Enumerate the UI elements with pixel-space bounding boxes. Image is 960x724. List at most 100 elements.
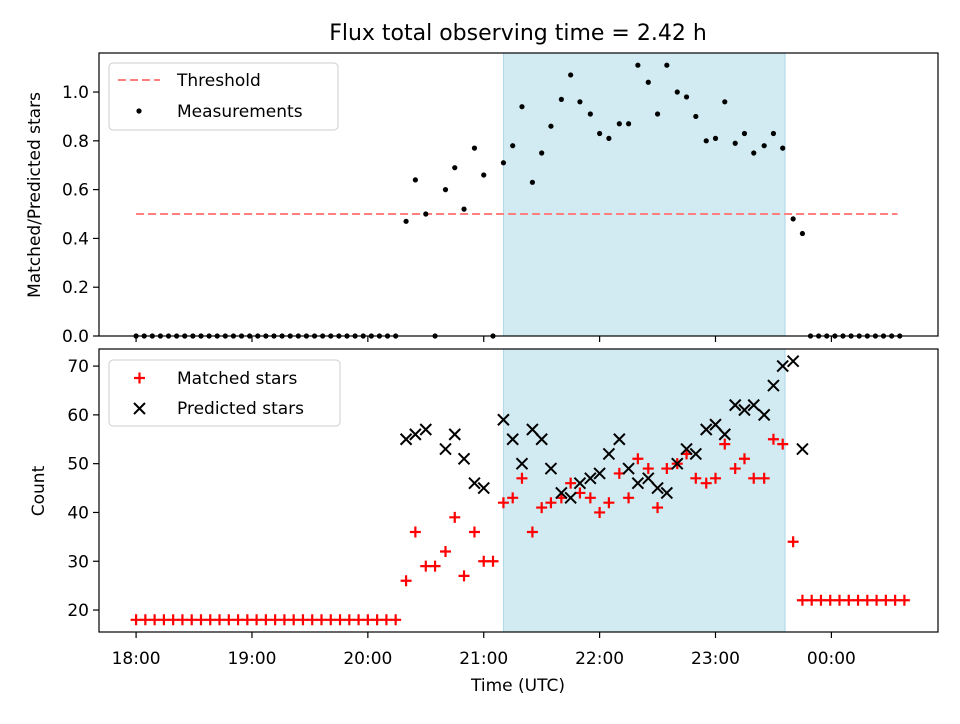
predicted-star-point bbox=[555, 486, 568, 500]
predicted-star-point bbox=[767, 379, 780, 392]
counts-x-axis: 18:00 19:00 20:00 21:00 22:00 23:00 00:00 bbox=[112, 632, 856, 669]
predicted-star-point bbox=[497, 413, 510, 426]
matched-star-point bbox=[843, 594, 855, 606]
ratio-shaded-region bbox=[502, 52, 786, 337]
x-tick-label: 23:00 bbox=[691, 649, 740, 669]
predicted-star-point bbox=[718, 428, 731, 441]
matched-star-point bbox=[777, 438, 789, 450]
matched-star-point bbox=[139, 614, 151, 626]
x-tick-label: 22:00 bbox=[575, 649, 624, 669]
matched-star-point bbox=[306, 614, 318, 626]
measurement-point bbox=[625, 121, 632, 127]
matched-star-point bbox=[652, 502, 664, 514]
matched-star-point bbox=[371, 614, 383, 626]
matched-star-point bbox=[796, 594, 808, 606]
matched-star-point bbox=[507, 492, 519, 504]
measurement-point bbox=[664, 62, 670, 68]
matched-star-point bbox=[288, 614, 300, 626]
matched-star-point bbox=[852, 594, 864, 606]
matched-star-point bbox=[880, 594, 892, 606]
matched-star-point bbox=[158, 614, 170, 626]
matched-star-point bbox=[130, 614, 142, 626]
measurement-point bbox=[529, 179, 536, 185]
x-tick-label: 18:00 bbox=[112, 649, 161, 669]
x-tick-label: 00:00 bbox=[807, 649, 856, 669]
matched-star-point bbox=[729, 463, 741, 475]
measurement-point bbox=[471, 145, 478, 151]
matched-star-point bbox=[815, 594, 827, 606]
legend-measurements-label: Measurements bbox=[177, 102, 303, 122]
predicted-star-point bbox=[786, 354, 800, 368]
matched-star-point bbox=[748, 472, 760, 484]
measurement-point bbox=[635, 62, 641, 68]
matched-star-point bbox=[632, 453, 644, 465]
measurement-point bbox=[539, 150, 545, 156]
predicted-star-point bbox=[477, 481, 490, 495]
predicted-star-point bbox=[776, 359, 789, 373]
matched-star-point bbox=[223, 614, 235, 626]
matched-star-point bbox=[824, 594, 836, 606]
measurement-point bbox=[751, 150, 757, 156]
matched-star-point bbox=[325, 614, 337, 626]
counts-shaded-region bbox=[502, 348, 786, 633]
measurement-point bbox=[683, 94, 690, 100]
ratio-y-axis-label: Matched/Predicted stars bbox=[25, 92, 45, 298]
measurement-point bbox=[558, 96, 564, 102]
y-tick-label: 0.2 bbox=[62, 278, 89, 298]
measurement-point bbox=[712, 135, 719, 141]
predicted-star-point bbox=[564, 491, 577, 505]
matched-star-point bbox=[186, 614, 198, 626]
y-tick-label: 0.4 bbox=[62, 229, 89, 249]
matched-star-point bbox=[536, 502, 548, 514]
matched-star-point bbox=[719, 438, 731, 450]
y-tick-label: 0.0 bbox=[62, 327, 89, 347]
predicted-star-point bbox=[535, 433, 548, 446]
measurement-point bbox=[693, 113, 699, 120]
matched-star-point bbox=[278, 614, 290, 626]
matched-star-point bbox=[584, 492, 596, 504]
matched-star-point bbox=[767, 433, 779, 445]
matched-star-point bbox=[204, 614, 216, 626]
matched-star-point bbox=[738, 453, 750, 465]
measurement-point bbox=[423, 211, 429, 217]
ratio-axes-frame bbox=[98, 52, 939, 337]
matched-stars-points bbox=[130, 433, 910, 626]
predicted-star-point bbox=[526, 423, 539, 436]
matched-star-point bbox=[439, 545, 451, 557]
measurement-point bbox=[722, 99, 728, 105]
matched-star-point bbox=[241, 614, 253, 626]
predicted-star-point bbox=[728, 398, 742, 412]
x-tick-label: 20:00 bbox=[343, 649, 392, 669]
measurement-point bbox=[500, 160, 507, 166]
matched-star-point bbox=[449, 511, 461, 523]
predicted-star-point bbox=[660, 486, 674, 500]
x-axis-label: Time (UTC) bbox=[470, 676, 565, 696]
matched-star-point bbox=[526, 526, 538, 538]
matched-star-point bbox=[661, 463, 673, 475]
matched-star-point bbox=[642, 463, 654, 475]
counts-panel: 20 30 40 50 60 70 18:00 19:00 20:00 21:00 22:00 23… bbox=[29, 348, 939, 696]
measurement-point bbox=[510, 143, 516, 149]
measurement-point bbox=[568, 72, 574, 78]
matched-star-point bbox=[420, 560, 432, 572]
matched-star-point bbox=[429, 560, 441, 572]
measurement-point bbox=[461, 206, 467, 212]
predicted-star-point bbox=[593, 467, 606, 480]
predicted-star-point bbox=[602, 447, 616, 461]
ratio-legend: Threshold Measurements bbox=[108, 62, 339, 131]
predicted-star-point bbox=[757, 408, 771, 422]
measurement-point bbox=[741, 130, 748, 137]
legend-predicted-label: Predicted stars bbox=[177, 399, 304, 419]
matched-star-point bbox=[343, 614, 355, 626]
matched-star-point bbox=[478, 555, 490, 567]
measurement-point bbox=[519, 104, 525, 110]
measurement-point bbox=[452, 165, 458, 171]
predicted-star-point bbox=[409, 428, 422, 441]
predicted-star-point bbox=[796, 442, 809, 456]
measurement-point bbox=[790, 216, 796, 222]
ratio-panel: 0.0 0.2 0.4 0.6 0.8 1.0 Matched/Predicted sta… bbox=[25, 52, 939, 347]
measurement-point bbox=[587, 111, 593, 117]
measurement-point bbox=[799, 230, 806, 237]
x-tick-label: 21:00 bbox=[459, 649, 508, 669]
